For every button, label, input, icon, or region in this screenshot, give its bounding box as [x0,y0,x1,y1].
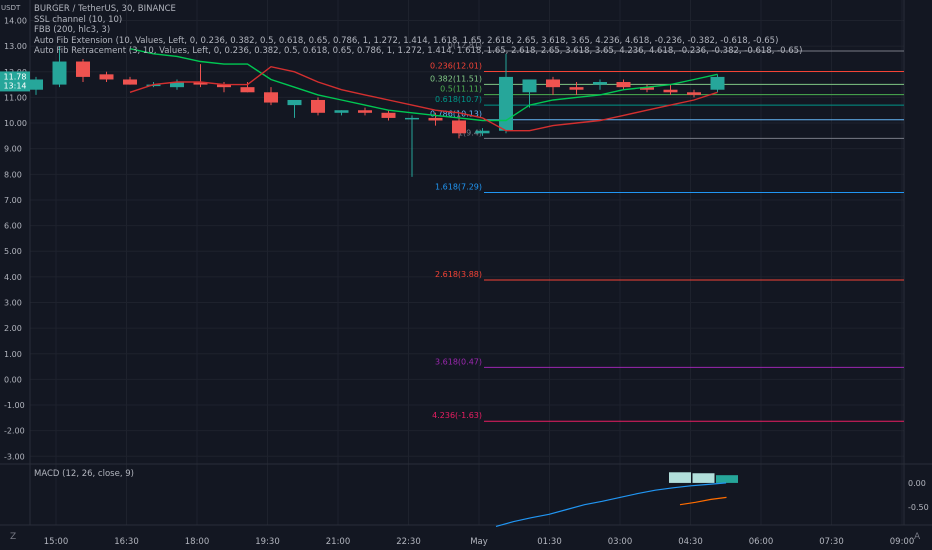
fib-level-label: 0.5(11.11) [440,85,482,94]
candle-body [640,87,654,90]
candle-body [452,120,466,134]
macd-tick-label: 0.00 [908,479,926,488]
y-tick-label: 6.00 [4,222,22,231]
candle-body [217,84,231,88]
y-tick-label: 14.00 [4,17,27,26]
fib-level-label: 0.618(10.7) [435,95,482,104]
y-tick-label: 9.00 [4,145,22,154]
x-tick-label: 22:30 [396,537,421,547]
candle-body [499,76,513,131]
fib-level-label: 0.236(12.01) [430,62,482,71]
fib-level-label: 1(9.4) [458,128,482,137]
candle-body [381,112,396,118]
y-tick-label: 5.00 [4,247,22,256]
y-tick-label: -3.00 [4,452,25,461]
x-tick-label: 04:30 [678,537,703,547]
ssl-legend[interactable]: SSL channel (10, 10) [34,14,123,25]
candle-body [475,130,490,134]
candle-body [334,110,349,113]
candle-body [405,117,419,120]
price-badge-countdown: 13:14 [3,81,26,90]
fib-level-label: 1.618(7.29) [435,183,482,192]
y-tick-label: -2.00 [4,427,25,436]
x-tick-label: 06:00 [749,537,774,547]
candle-body [428,117,443,121]
indicator-legend: BURGER / TetherUS, 30, BINANCE SSL chann… [34,4,802,57]
y-tick-label: -1.00 [4,401,25,410]
macd-tick-label: -0.50 [908,503,929,512]
macd-histogram-bar [669,472,691,483]
currency-label: USDT [1,4,21,12]
x-tick-label: 15:00 [44,537,69,547]
macd-legend[interactable]: MACD (12, 26, close, 9) [34,469,134,479]
candle-body [240,87,255,93]
candle-body [76,61,90,77]
candle-body [99,74,114,80]
fib-extension-legend[interactable]: Auto Fib Extension (10, Values, Left, 0,… [34,35,779,46]
x-tick-label: 18:00 [185,537,210,547]
price-badge-bg [0,71,30,92]
y-tick-label: 0.00 [4,375,22,384]
y-tick-label: 11.00 [4,93,27,102]
y-tick-label: 13.00 [4,42,27,51]
candle-body [123,79,137,85]
candle-body [287,99,302,106]
candle-body [663,89,678,93]
fib-level-label: 3.618(0.47) [435,357,482,366]
x-tick-label: 19:30 [255,537,280,547]
timezone-button[interactable]: Z [10,532,17,542]
candle-body [29,79,43,90]
ssl-red-line [129,65,718,132]
fib-level-label: 0.786(10.13) [430,110,482,119]
fib-level-label: 0.382(11.51) [430,74,482,83]
macd-signal-line [679,496,727,506]
candle-body [687,92,701,95]
candle-body [358,110,372,113]
y-tick-label: 1.00 [4,350,22,359]
candle-body [569,87,584,90]
y-tick-label: 10.00 [4,119,27,128]
y-tick-label: 8.00 [4,170,22,179]
auto-scale-button[interactable]: A [914,532,921,542]
candle-body [311,99,325,113]
x-tick-label: May [470,537,488,547]
candle-body [170,82,184,88]
candle-body [546,79,560,88]
macd-line [495,482,727,527]
macd-histogram-bar [716,475,738,483]
x-tick-label: 03:00 [608,537,633,547]
fib-level-label: 2.618(3.88) [435,270,482,279]
price-badge-price: 11.78 [4,72,27,81]
x-tick-label: 01:30 [537,537,562,547]
candle-body [522,79,537,93]
candle-body [264,92,278,103]
y-tick-label: 4.00 [4,273,22,282]
candle-body [146,84,161,87]
fbb-legend[interactable]: FBB (200, hlc3, 3) [34,25,111,36]
candle-body [593,82,607,85]
candle-body [52,61,67,85]
candle-body [710,76,725,90]
x-tick-label: 07:30 [819,537,844,547]
candle-body [193,82,208,85]
candle-body [616,82,631,88]
fib-level-label: 4.236(-1.63) [432,411,482,420]
macd-histogram-bar [692,473,715,483]
x-tick-label: 21:00 [326,537,351,547]
ssl-green-line [129,48,718,122]
y-tick-label: 3.00 [4,298,22,307]
fib-retracement-legend[interactable]: Auto Fib Retracement (3, 10, Values, Lef… [34,46,803,57]
x-tick-label: 16:30 [114,537,139,547]
y-tick-label: 2.00 [4,324,22,333]
y-tick-label: 7.00 [4,196,22,205]
x-tick-label: 09:00 [890,537,915,547]
fib-level-label: 0(12.81) [448,41,482,50]
symbol-title[interactable]: BURGER / TetherUS, 30, BINANCE [34,4,176,14]
